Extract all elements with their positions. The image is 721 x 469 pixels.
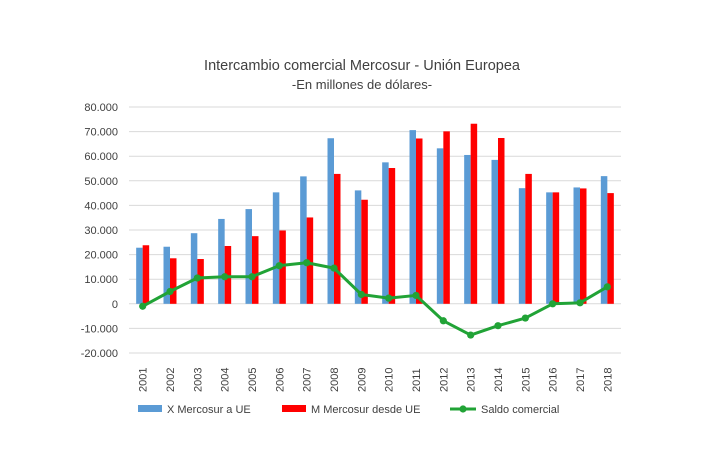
x-axis-ticks: 2001 2002 2003 2004 2005 2006 2007 2008 2009 2010… [138, 368, 615, 392]
y-tick-label: 30.000 [84, 225, 118, 237]
y-tick-label: -20.000 [81, 348, 118, 360]
bar-m-mercosur [470, 123, 478, 304]
bar-x-mercosur [354, 190, 362, 304]
bar-x-mercosur [272, 192, 280, 304]
legend-label: Saldo comercial [481, 404, 559, 416]
x-tick-label: 2013 [466, 368, 478, 392]
chart-subtitle: -En millones de dólares- [292, 77, 432, 92]
legend-label: X Mercosur a UE [167, 404, 251, 416]
x-tick-label: 2003 [192, 368, 204, 392]
bar-x-mercosur [546, 192, 553, 304]
bar-x-mercosur [436, 148, 444, 304]
x-tick-label: 2004 [220, 368, 232, 392]
saldo-point [521, 314, 529, 322]
x-tick-label: 2017 [575, 368, 587, 392]
bar-x-mercosur [245, 209, 252, 304]
legend-swatch [138, 405, 162, 412]
x-tick-label: 2018 [602, 368, 614, 392]
saldo-point [494, 322, 502, 330]
bar-x-mercosur [573, 187, 580, 304]
bar-m-mercosur [525, 173, 532, 304]
bar-m-mercosur [306, 217, 314, 304]
saldo-point [603, 283, 611, 291]
saldo-point [166, 287, 174, 296]
bar-m-mercosur [388, 168, 396, 304]
x-tick-label: 2007 [302, 368, 314, 392]
x-tick-label: 2006 [274, 368, 286, 392]
y-tick-label: 20.000 [84, 250, 118, 262]
y-tick-label: 60.000 [84, 151, 118, 163]
saldo-point [412, 291, 420, 300]
saldo-point [221, 273, 229, 281]
legend: X Mercosur a UE M Mercosur desde UE Saldo … [138, 404, 559, 416]
saldo-line-path [141, 261, 609, 337]
bar-x-mercosur [300, 176, 307, 304]
x-tick-label: 2001 [138, 368, 150, 392]
legend-swatch [282, 405, 306, 412]
gridlines [129, 106, 621, 354]
y-tick-label: 50.000 [84, 176, 118, 188]
saldo-point [439, 317, 447, 325]
saldo-point [385, 294, 393, 302]
bar-x-mercosur [327, 138, 334, 304]
y-axis-ticks: 80.000 70.000 60.000 50.000 40.000 30.000 20.0… [81, 102, 118, 360]
bar-x-mercosur [163, 246, 170, 304]
bar-m-mercosur [580, 188, 587, 304]
bar-x-mercosur [190, 233, 198, 304]
bar-m-mercosur [607, 193, 614, 304]
x-tick-label: 2012 [438, 368, 450, 392]
bar-m-mercosur [170, 258, 177, 304]
x-tick-label: 2011 [411, 368, 423, 392]
y-tick-label: 70.000 [84, 127, 118, 139]
saldo-line [139, 259, 611, 339]
chart-title: Intercambio comercial Mercosur - Unión E… [204, 58, 521, 74]
x-tick-label: 2015 [520, 368, 532, 392]
x-tick-label: 2008 [329, 368, 341, 392]
legend-marker [459, 405, 467, 413]
y-tick-label: 40.000 [84, 200, 118, 212]
bar-m-mercosur [416, 138, 423, 304]
bar-x-mercosur [464, 154, 471, 304]
saldo-point [248, 273, 256, 281]
bar-x-mercosur [491, 159, 498, 304]
saldo-point [193, 274, 201, 282]
bar-m-mercosur [498, 137, 505, 304]
bar-x-mercosur [600, 176, 608, 304]
saldo-point [139, 302, 147, 310]
bar-m-mercosur [552, 192, 560, 304]
bar-m-mercosur [252, 236, 259, 304]
x-tick-label: 2010 [384, 368, 396, 392]
bar-m-mercosur [197, 259, 204, 304]
saldo-point [275, 262, 283, 270]
saldo-point [467, 331, 475, 339]
bars [136, 123, 614, 304]
legend-label: M Mercosur desde UE [311, 404, 420, 416]
bar-x-mercosur [136, 247, 143, 304]
bar-x-mercosur [518, 188, 526, 304]
x-tick-label: 2005 [247, 368, 259, 392]
bar-m-mercosur [334, 173, 341, 304]
bar-x-mercosur [409, 130, 416, 304]
bar-m-mercosur [142, 245, 150, 304]
x-tick-label: 2014 [493, 368, 505, 392]
bar-m-mercosur [443, 131, 450, 304]
bar-m-mercosur [224, 245, 232, 304]
saldo-point [303, 259, 311, 267]
x-tick-label: 2009 [356, 368, 368, 392]
y-tick-label: 10.000 [84, 274, 118, 286]
saldo-point [330, 264, 338, 272]
saldo-point [576, 299, 584, 307]
y-tick-label: 0 [112, 299, 118, 311]
y-tick-label: -10.000 [81, 323, 118, 335]
saldo-point [549, 300, 557, 308]
saldo-point [357, 290, 365, 299]
bar-x-mercosur [218, 218, 225, 304]
x-tick-label: 2016 [548, 368, 560, 392]
bar-m-mercosur [361, 199, 368, 304]
bar-x-mercosur [382, 162, 389, 304]
x-tick-label: 2002 [165, 368, 177, 392]
y-tick-label: 80.000 [84, 102, 118, 114]
